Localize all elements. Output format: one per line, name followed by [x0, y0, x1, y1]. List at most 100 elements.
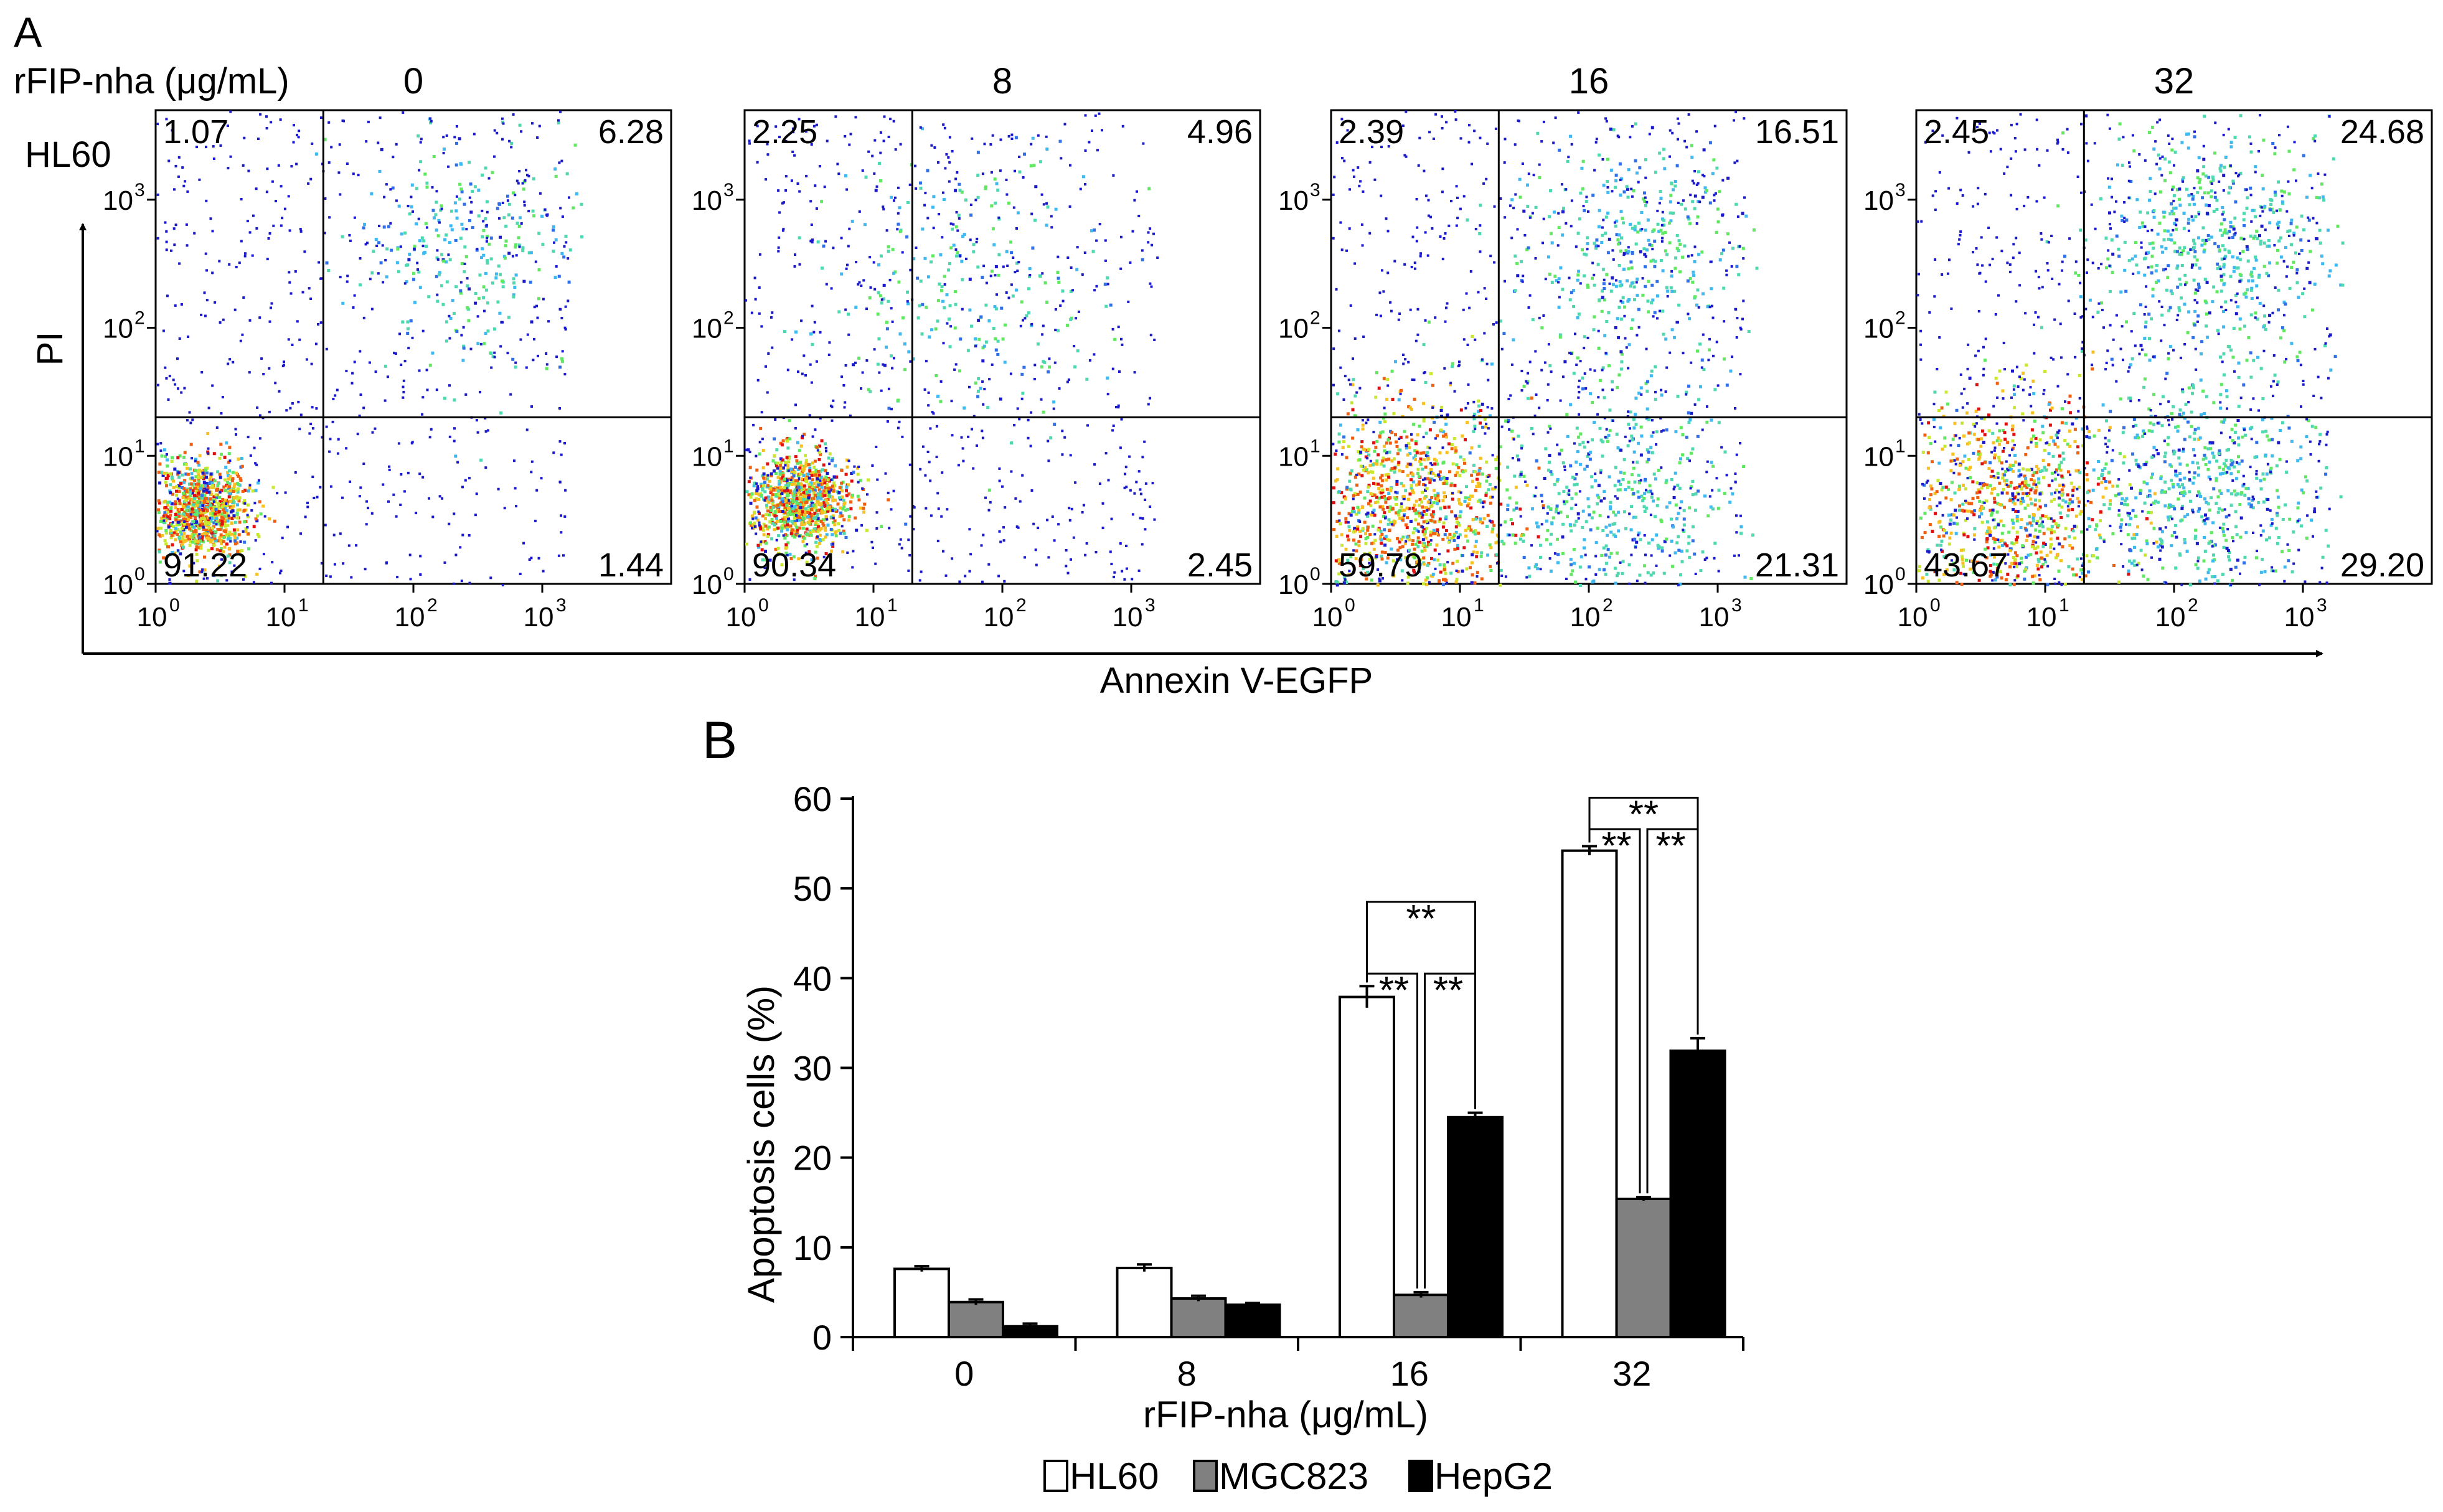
event-dot	[781, 472, 785, 476]
event-dot	[774, 461, 778, 465]
event-dot	[1392, 457, 1396, 461]
event-dot	[1366, 490, 1370, 494]
event-dot	[822, 463, 826, 467]
event-dot	[1601, 529, 1605, 532]
event-dot	[804, 552, 807, 555]
event-dot	[1578, 565, 1582, 569]
event-dot	[756, 543, 760, 547]
event-dot	[332, 533, 336, 537]
event-dot	[860, 387, 862, 390]
event-dot	[228, 492, 232, 495]
event-dot	[779, 477, 783, 481]
event-dot	[203, 494, 207, 498]
event-dot	[1428, 542, 1432, 546]
event-dot	[997, 273, 1000, 277]
event-dot	[1359, 450, 1363, 454]
event-dot	[796, 467, 800, 471]
event-dot	[1383, 497, 1387, 501]
event-dot	[791, 497, 795, 500]
event-dot	[202, 532, 206, 535]
event-dot	[793, 529, 796, 533]
event-dot	[774, 486, 778, 490]
event-dot	[422, 251, 426, 255]
event-dot	[1371, 492, 1375, 496]
event-dot	[1347, 444, 1350, 448]
event-dot	[186, 525, 190, 528]
event-dot	[783, 201, 785, 204]
event-dot	[1555, 504, 1559, 508]
event-dot	[359, 393, 362, 397]
event-dot	[1386, 522, 1390, 526]
event-dot	[1572, 289, 1576, 293]
event-dot	[791, 338, 794, 341]
event-dot	[760, 540, 763, 543]
event-dot	[500, 321, 503, 324]
event-dot	[825, 489, 829, 492]
event-dot	[1492, 524, 1496, 527]
event-dot	[1495, 553, 1499, 556]
event-dot	[816, 492, 820, 496]
event-dot	[882, 205, 885, 209]
event-dot	[1599, 469, 1603, 472]
event-dot	[1495, 533, 1499, 537]
event-dot	[166, 510, 169, 514]
event-dot	[778, 496, 781, 500]
event-dot	[747, 480, 751, 484]
event-dot	[560, 453, 563, 456]
event-dot	[976, 265, 980, 269]
event-dot	[808, 469, 812, 472]
event-dot	[484, 288, 488, 292]
event-dot	[499, 345, 502, 348]
event-dot	[563, 245, 566, 248]
event-dot	[336, 452, 339, 455]
event-dot	[808, 486, 812, 489]
event-dot	[434, 213, 438, 217]
event-dot	[1474, 540, 1478, 543]
event-dot	[187, 537, 191, 540]
event-dot	[1535, 459, 1538, 463]
event-dot	[774, 418, 777, 421]
event-dot	[1369, 492, 1373, 495]
event-dot	[925, 360, 928, 363]
event-dot	[463, 262, 466, 265]
event-dot	[1142, 142, 1145, 145]
event-dot	[1335, 583, 1339, 587]
event-dot	[1395, 444, 1399, 448]
event-dot	[1687, 542, 1691, 545]
event-dot	[463, 270, 466, 274]
event-dot	[1383, 511, 1386, 515]
event-dot	[1106, 276, 1109, 279]
event-dot	[971, 428, 973, 431]
event-dot	[564, 489, 567, 492]
event-dot	[797, 557, 801, 561]
event-dot	[418, 369, 421, 372]
event-dot	[799, 483, 803, 487]
event-dot	[862, 506, 865, 510]
event-dot	[400, 364, 403, 367]
event-dot	[1052, 407, 1055, 410]
event-dot	[1147, 187, 1151, 190]
event-dot	[258, 567, 261, 570]
event-dot	[889, 354, 893, 358]
event-dot	[1422, 510, 1426, 513]
event-dot	[767, 525, 771, 529]
event-dot	[778, 136, 781, 139]
event-dot	[228, 446, 232, 449]
event-dot	[964, 575, 967, 578]
event-dot	[204, 468, 207, 472]
event-dot	[765, 542, 768, 545]
event-dot	[1694, 492, 1698, 495]
y-tick-label: 10	[692, 185, 722, 216]
event-dot	[528, 558, 531, 561]
event-dot	[785, 456, 789, 459]
event-dot	[298, 428, 301, 431]
event-dot	[1635, 540, 1639, 544]
event-dot	[1550, 522, 1554, 525]
event-dot	[247, 169, 250, 172]
event-dot	[417, 268, 419, 271]
event-dot	[997, 216, 1000, 219]
event-dot	[1416, 545, 1420, 548]
event-dot	[177, 549, 180, 552]
event-dot	[1405, 435, 1409, 439]
event-dot	[1429, 372, 1433, 375]
